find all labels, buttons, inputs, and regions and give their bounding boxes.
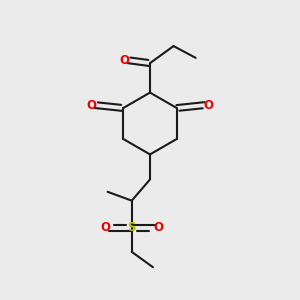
Text: O: O <box>154 221 164 234</box>
Text: O: O <box>119 54 129 67</box>
Text: O: O <box>87 99 97 112</box>
Text: O: O <box>100 221 110 234</box>
Text: S: S <box>128 221 136 234</box>
Text: O: O <box>203 99 213 112</box>
